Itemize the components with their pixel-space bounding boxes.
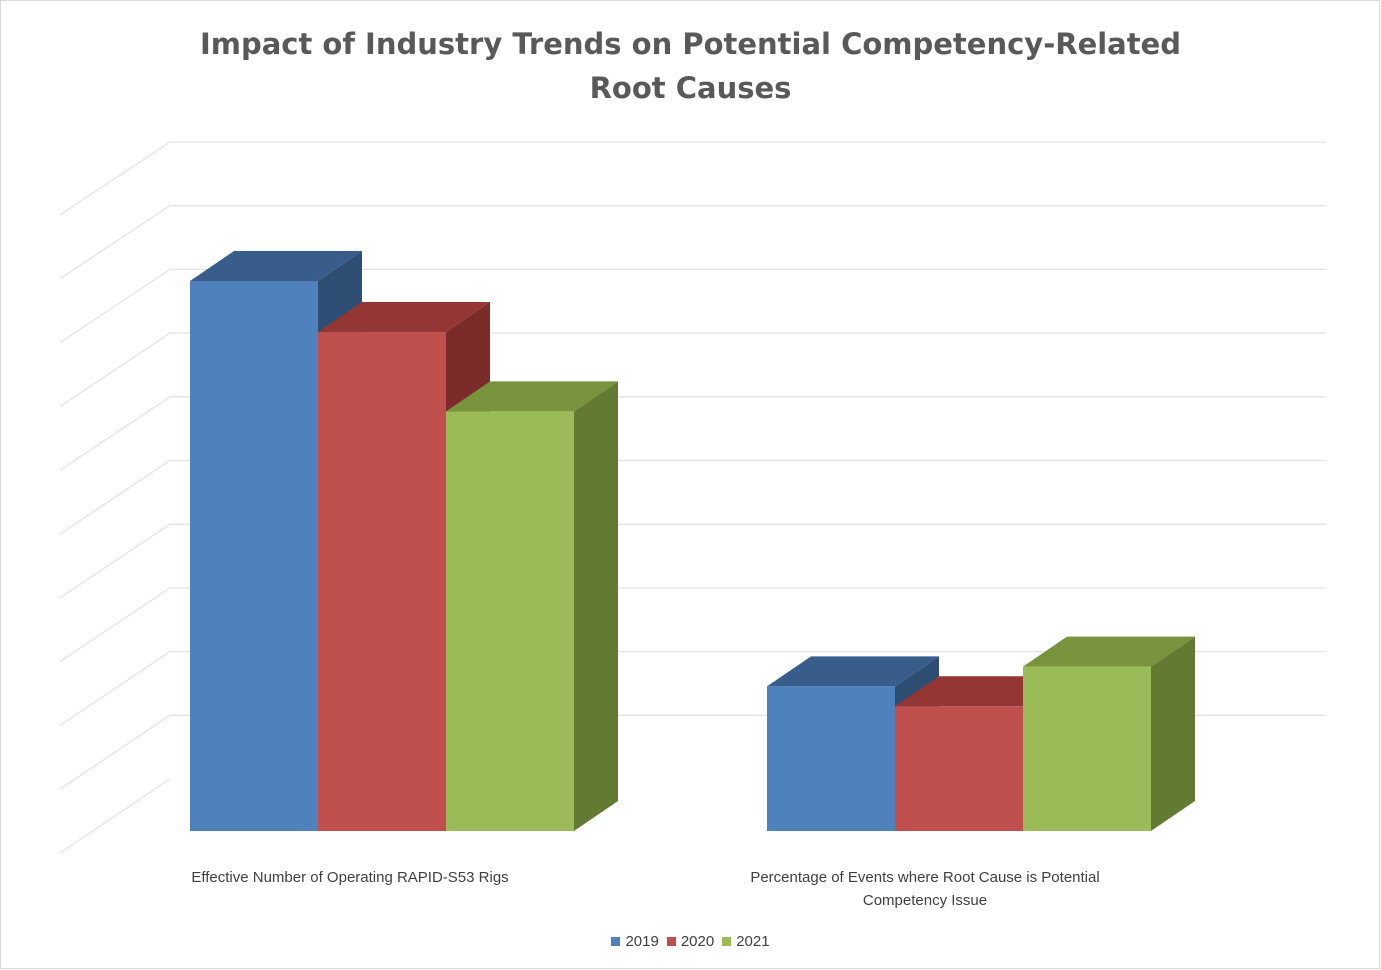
legend-label: 2021	[736, 933, 770, 950]
bar-2020	[318, 332, 446, 831]
side-gridline	[59, 396, 171, 471]
chart-title-line-2: Root Causes	[589, 71, 792, 105]
bar-top-2019	[767, 656, 939, 687]
side-gridline	[59, 268, 171, 344]
legend-swatch	[666, 937, 676, 946]
chart-legend: 2019 2020 2021	[0, 933, 1381, 950]
bar-side-2021	[574, 381, 618, 831]
side-gridline	[59, 332, 171, 407]
side-gridline	[59, 651, 171, 726]
category-label-line: Competency Issue	[862, 892, 988, 909]
bar-2021	[1023, 666, 1151, 831]
category-label-rigs: Effective Number of Operating RAPID-S53 …	[120, 866, 580, 889]
legend-swatch	[611, 937, 621, 946]
side-gridline	[59, 205, 171, 280]
bar-top-2021	[446, 381, 618, 412]
category-label-line: Effective Number of Operating RAPID-S53 …	[191, 869, 509, 886]
bar-2021	[446, 411, 574, 831]
side-gridline	[59, 523, 171, 599]
bar-top-2021	[1023, 636, 1195, 667]
legend-item-2020: 2020	[666, 933, 715, 950]
bar-side-2021	[1151, 636, 1195, 831]
bar-top-2020	[318, 302, 490, 333]
bar-2020	[895, 706, 1023, 831]
side-gridline	[59, 714, 171, 790]
legend-label: 2019	[625, 933, 659, 950]
category-label-line: Percentage of Events where Root Cause is…	[750, 869, 1100, 886]
side-gridline	[59, 587, 171, 663]
side-gridline	[59, 141, 171, 216]
bar-2019	[767, 686, 895, 831]
legend-label: 2020	[680, 933, 715, 950]
bar-2019	[190, 281, 318, 831]
bar-top-2019	[190, 251, 362, 282]
legend-swatch	[722, 937, 732, 946]
chart-title-line-1: Impact of Industry Trends on Potential C…	[199, 27, 1182, 61]
category-label-percentage: Percentage of Events where Root Cause is…	[690, 866, 1160, 912]
side-gridline	[59, 459, 171, 535]
side-gridline	[59, 778, 171, 854]
legend-item-2019: 2019	[611, 933, 659, 950]
legend-item-2021: 2021	[722, 933, 770, 950]
